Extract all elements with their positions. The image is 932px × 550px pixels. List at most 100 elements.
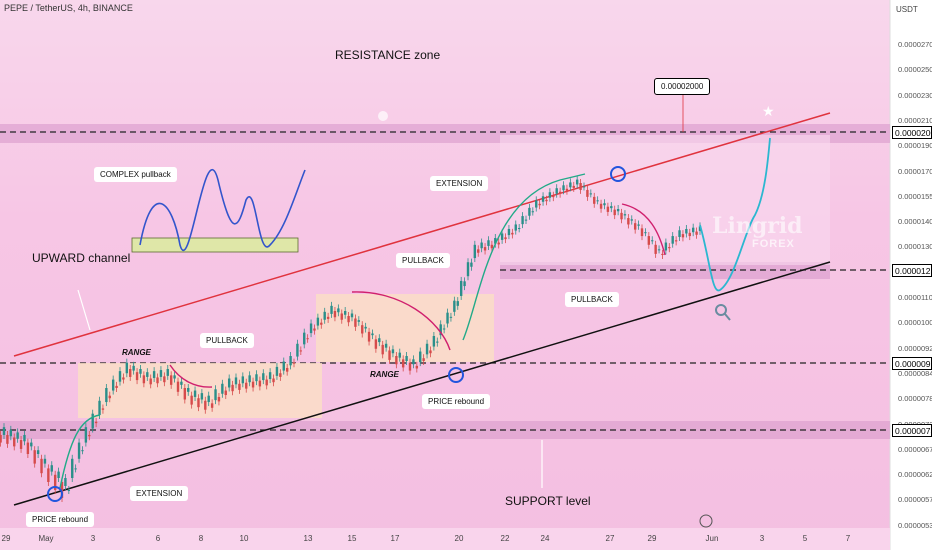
candle-body	[84, 427, 88, 443]
price-rebound-label-2: PRICE rebound	[422, 394, 491, 409]
candle-body	[371, 333, 374, 336]
candle-body	[449, 316, 453, 318]
candle-body	[398, 352, 401, 358]
candle-body	[477, 249, 480, 253]
complex-pullback-label: COMPLEX pullback	[94, 167, 177, 182]
candle-body	[156, 377, 159, 384]
candle-body	[60, 482, 64, 498]
projection-path	[699, 137, 771, 292]
price-tag: 0.00000733	[892, 424, 932, 437]
candle-body	[282, 361, 285, 371]
candle-body	[67, 490, 71, 491]
price-rebound-label-1: PRICE rebound	[26, 512, 95, 527]
candle-body	[412, 359, 415, 365]
candle-body	[473, 244, 477, 259]
candle-body	[77, 442, 81, 459]
x-tick-label: 24	[540, 534, 550, 543]
candle-body	[432, 336, 436, 347]
candle-body	[152, 371, 156, 378]
candle-body	[101, 408, 105, 410]
candle-body	[569, 182, 572, 188]
candle-body	[425, 343, 429, 355]
candle-body	[586, 189, 589, 197]
candle-body	[637, 224, 640, 226]
candle-body	[13, 437, 16, 447]
candle-body	[330, 305, 333, 314]
candle-body	[176, 381, 180, 392]
candle-body	[289, 356, 292, 366]
x-tick-label: 20	[454, 534, 464, 543]
candle-body	[613, 209, 616, 216]
candle-body	[596, 200, 599, 202]
candle-body	[30, 442, 33, 447]
candle-body	[494, 238, 497, 244]
candle-body	[238, 383, 241, 390]
candle-body	[125, 362, 129, 374]
candle-body	[651, 240, 654, 242]
x-tick-label: 15	[347, 534, 357, 543]
candle-body	[187, 388, 190, 392]
candle-body	[606, 206, 610, 212]
currency-label: USDT	[896, 5, 918, 14]
candle-body	[57, 471, 60, 478]
candle-body	[47, 468, 50, 482]
y-tick-label: 0.00000575	[898, 495, 932, 505]
candle-body	[299, 350, 303, 352]
candle-body	[545, 199, 548, 202]
candle-body	[285, 367, 289, 372]
chart-title: PEPE / TetherUS, 4h, BINANCE	[4, 3, 133, 13]
upward-channel-label: UPWARD channel	[32, 251, 131, 265]
candle-body	[279, 373, 282, 377]
rebound-marker-2	[448, 367, 464, 383]
candle-body	[163, 376, 166, 383]
candle-body	[401, 359, 405, 368]
extension-arrow-1	[59, 414, 101, 489]
candle-body	[504, 237, 507, 240]
candle-body	[367, 331, 371, 342]
x-tick-label: 29	[647, 534, 657, 543]
candle-body	[193, 390, 197, 397]
candle-body	[541, 196, 545, 202]
range-box-2	[316, 294, 494, 362]
pullback-label-3: PULLBACK	[565, 292, 619, 307]
candle-body	[548, 192, 552, 198]
x-tick-label: 7	[845, 534, 851, 543]
candle-body	[343, 311, 347, 315]
x-tick-label: May	[38, 534, 54, 543]
candle-body	[364, 326, 367, 329]
range-box-1	[78, 363, 322, 418]
candle-body	[558, 191, 562, 194]
candle-body	[350, 313, 354, 318]
candle-body	[91, 413, 94, 429]
price-tag: 0.00000919	[892, 357, 932, 370]
candle-body	[122, 377, 125, 380]
candle-body	[610, 206, 613, 209]
candle-body	[19, 440, 23, 449]
candle-body	[111, 379, 115, 391]
time-axis-panel	[0, 528, 890, 550]
candle-body	[139, 369, 142, 374]
candle-body	[135, 372, 139, 381]
candle-body	[296, 343, 299, 357]
candle-body	[565, 188, 569, 191]
candle-body	[98, 400, 101, 416]
candle-body	[422, 358, 425, 361]
candle-body	[340, 313, 343, 320]
candle-body	[241, 376, 245, 384]
support-level-label: SUPPORT level	[505, 494, 591, 508]
candle-body	[627, 218, 630, 225]
candle-body	[231, 384, 234, 392]
candle-body	[419, 351, 422, 363]
candle-body	[142, 375, 146, 384]
candle-body	[210, 403, 214, 408]
candle-body	[535, 200, 538, 208]
candle-body	[374, 339, 378, 349]
